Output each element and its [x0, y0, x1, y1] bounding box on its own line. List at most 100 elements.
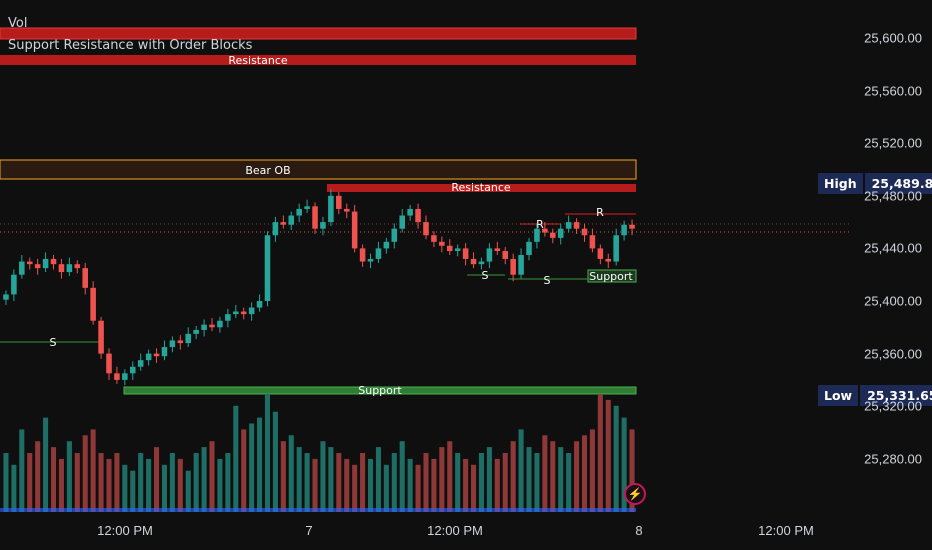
- x-axis-label: 8: [635, 523, 643, 538]
- candle-body: [26, 261, 33, 265]
- support-label-right: Support: [589, 270, 633, 283]
- legend-indicator[interactable]: Support Resistance with Order Blocks: [8, 38, 253, 53]
- x-axis-label: 7: [305, 523, 313, 538]
- candle-body: [526, 241, 532, 255]
- y-axis-label: 25,520.00: [864, 135, 922, 151]
- candle-body: [312, 206, 318, 229]
- volume-bar: [502, 453, 508, 512]
- volume-bar: [201, 447, 207, 512]
- volume-bar: [241, 429, 247, 512]
- low-price-tag: Low 25,331.65: [818, 385, 932, 406]
- resistance-label-top: Resistance: [228, 54, 288, 67]
- candle-body: [328, 195, 334, 223]
- low-tag-name: Low: [818, 385, 859, 406]
- volume-bar: [597, 394, 603, 512]
- volume-bar: [391, 453, 397, 512]
- high-tag-name: High: [818, 173, 863, 194]
- y-axis-label: 25,480.00: [864, 188, 922, 204]
- volume-bar: [43, 417, 49, 512]
- lightning-icon[interactable]: ⚡: [624, 483, 646, 505]
- volume-bar: [90, 429, 96, 512]
- candle-body: [129, 366, 136, 374]
- volume-bar: [249, 423, 255, 512]
- candle-body: [431, 235, 437, 242]
- candle-body: [225, 314, 231, 321]
- volume-bar: [169, 453, 175, 512]
- candle-body: [375, 248, 382, 259]
- volume-bar: [605, 399, 611, 512]
- bear-ob-label: Bear OB: [245, 164, 290, 177]
- y-axis-label: 25,560.00: [864, 83, 922, 99]
- volume-bar: [629, 429, 635, 512]
- volume-bar: [510, 441, 516, 512]
- candle-body: [454, 248, 461, 252]
- volume-bar: [518, 429, 524, 512]
- candle-body: [550, 232, 556, 238]
- candle-body: [288, 215, 295, 225]
- candle-body: [114, 373, 120, 380]
- volume-bar: [177, 458, 183, 512]
- volume-baseline: [0, 508, 636, 512]
- x-axis-label: 12:00 PM: [427, 523, 483, 538]
- candle-body: [343, 208, 350, 212]
- candle-body: [240, 311, 247, 315]
- candle-body: [320, 222, 326, 229]
- volume-bar: [336, 453, 342, 512]
- swing-marker-label: R: [596, 206, 604, 219]
- candle-body: [589, 235, 596, 249]
- volume-bar: [130, 470, 136, 512]
- candle-body: [185, 333, 192, 344]
- candle-body: [74, 264, 81, 269]
- support-zone-right: [587, 269, 637, 283]
- candle-body: [106, 353, 112, 374]
- volume-bar: [447, 441, 453, 512]
- volume-bar: [526, 447, 532, 512]
- candle-body: [605, 258, 612, 262]
- candle-body: [534, 228, 540, 242]
- candle-body: [304, 206, 310, 209]
- swing-marker-label: S: [50, 336, 57, 349]
- volume-bar: [3, 453, 9, 512]
- candle-body: [383, 241, 390, 249]
- resistance-label-mid: Resistance: [451, 181, 511, 194]
- legend-volume[interactable]: Vol: [8, 16, 28, 31]
- volume-bar: [264, 394, 271, 512]
- volume-bar: [478, 453, 484, 512]
- volume-bar: [558, 447, 564, 512]
- candle-body: [137, 360, 144, 367]
- candle-body: [217, 320, 223, 328]
- volume-bar: [233, 405, 239, 512]
- candle-body: [391, 228, 398, 242]
- support-label-bottom: Support: [358, 384, 402, 397]
- volume-bar: [581, 435, 588, 512]
- candle-body: [280, 222, 287, 225]
- candle-body: [510, 258, 516, 275]
- candle-body: [66, 264, 73, 273]
- volume-bar: [621, 417, 627, 512]
- volume-bar: [74, 453, 80, 512]
- candle-body: [621, 224, 627, 236]
- candle-body: [557, 228, 564, 238]
- volume-bar: [106, 458, 112, 512]
- candle-body: [629, 224, 635, 229]
- candle-body: [296, 208, 302, 216]
- volume-bar: [217, 458, 223, 512]
- volume-bar: [399, 441, 405, 512]
- low-tag-value: 25,331.65: [858, 385, 932, 406]
- volume-bar: [58, 458, 64, 512]
- candle-body: [446, 245, 453, 252]
- volume-bar: [534, 453, 540, 512]
- candle-body: [122, 373, 128, 380]
- candle-body: [478, 261, 485, 265]
- candle-body: [256, 301, 263, 308]
- y-axis-label: 25,600.00: [864, 30, 922, 46]
- volume-bar: [154, 447, 160, 512]
- high-price-tag: High 25,489.80: [818, 173, 932, 194]
- volume-bar: [257, 417, 263, 512]
- volume-bar: [122, 464, 128, 512]
- volume-bar: [272, 411, 278, 512]
- volume-bar: [82, 435, 88, 512]
- swing-marker-label: S: [544, 274, 551, 287]
- y-axis-label: 25,360.00: [864, 346, 922, 362]
